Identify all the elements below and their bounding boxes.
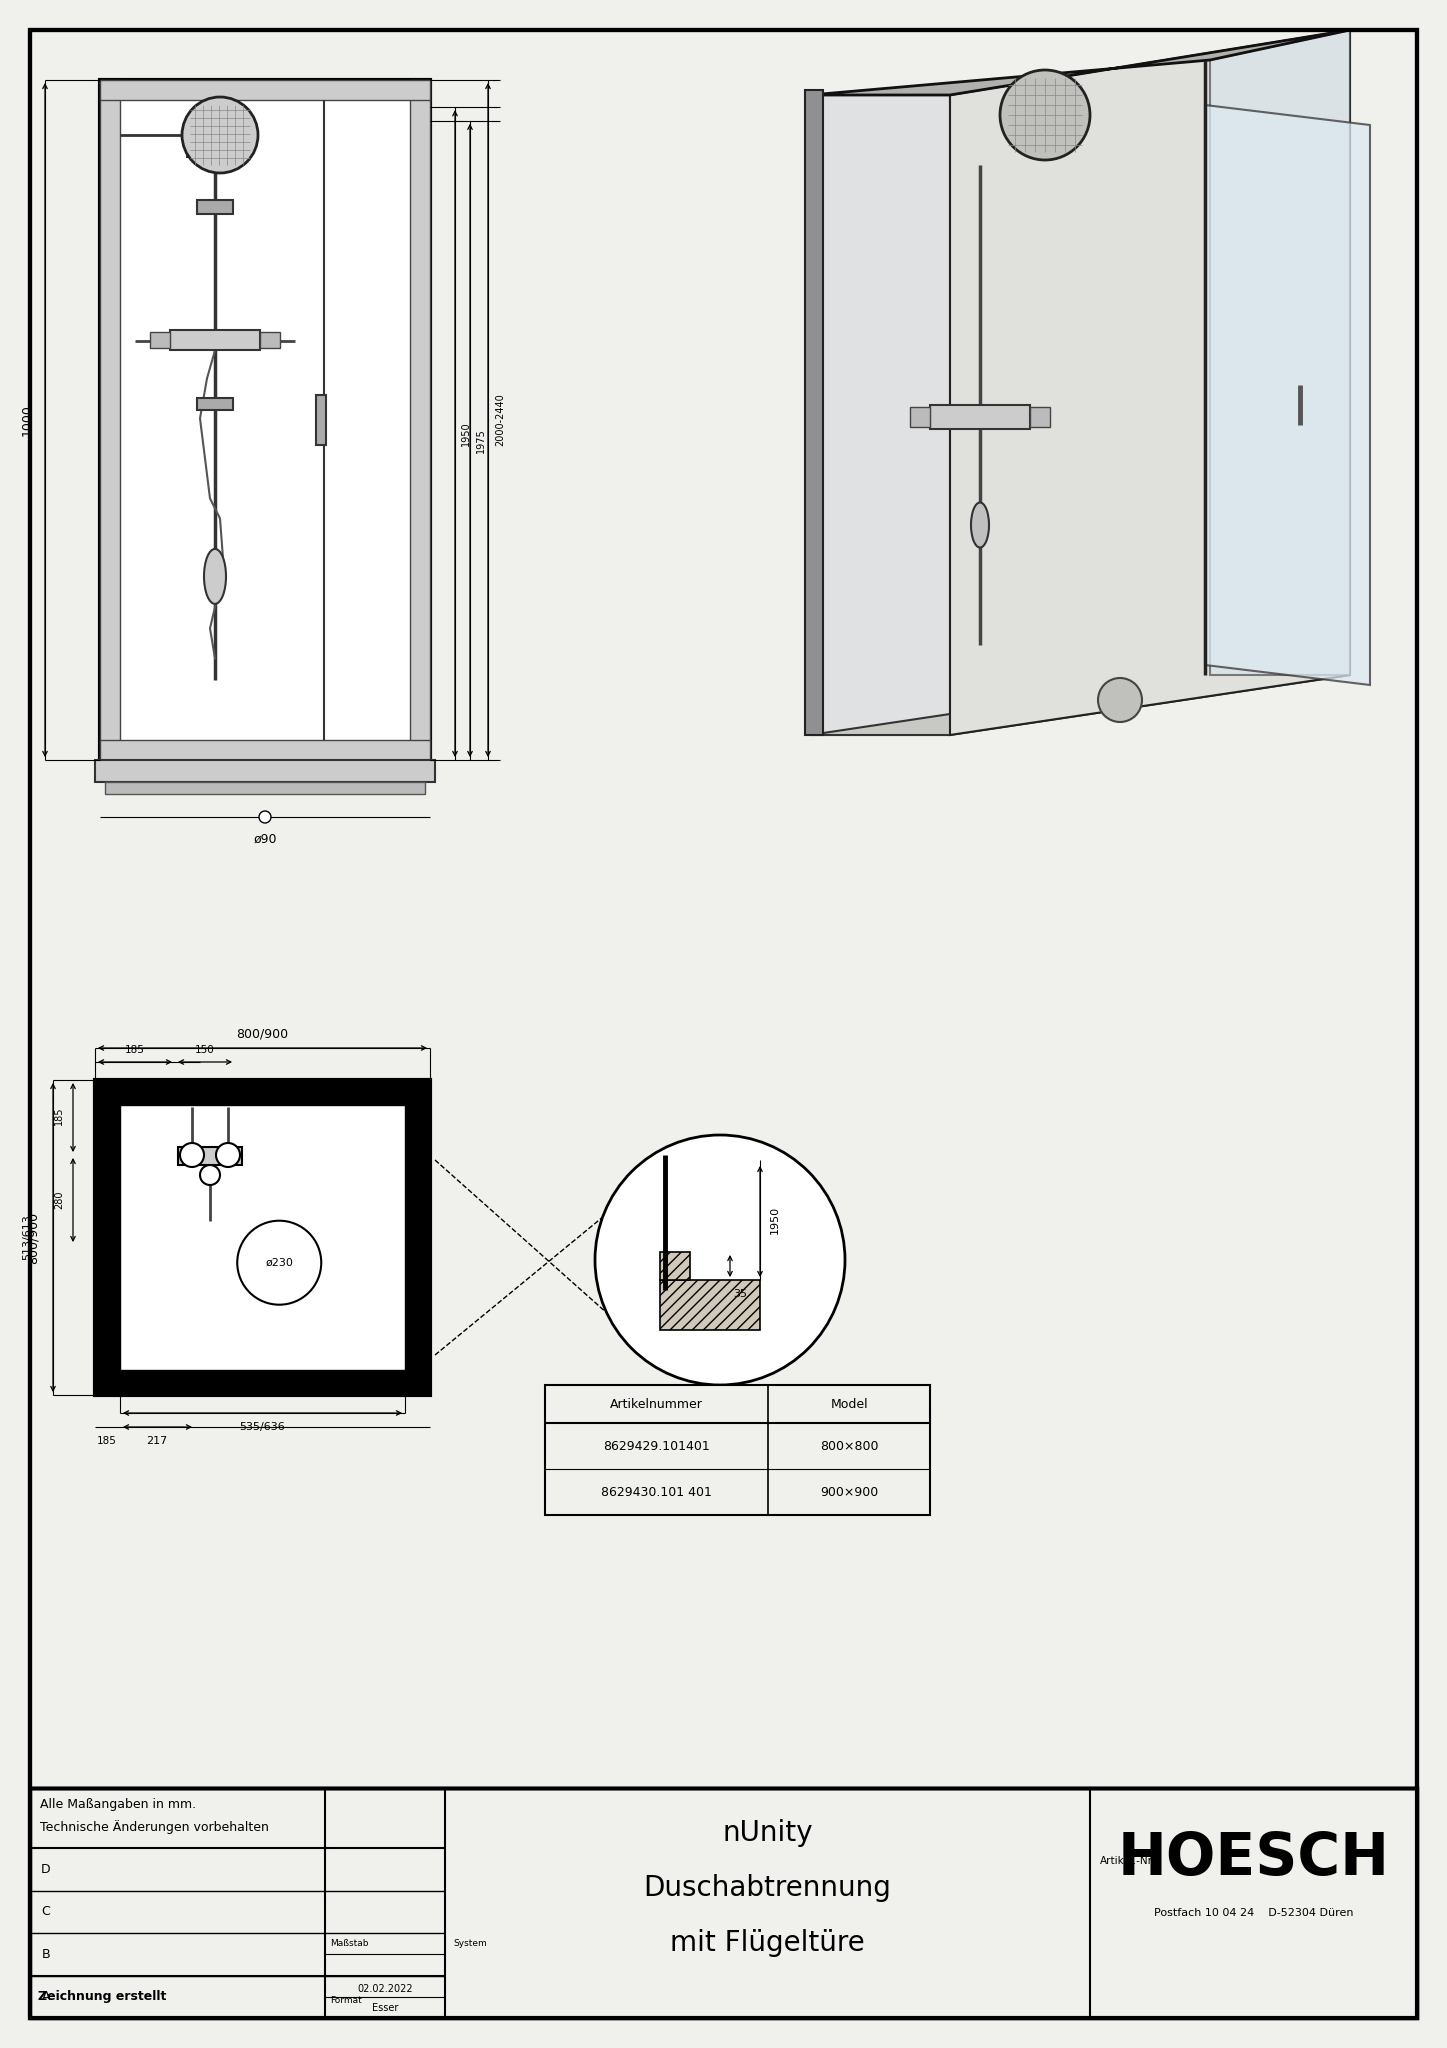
Text: B: B <box>42 1948 51 1960</box>
Text: System: System <box>453 1939 486 1948</box>
Bar <box>120 100 410 739</box>
Bar <box>410 80 430 760</box>
Text: 185: 185 <box>124 1044 145 1055</box>
Bar <box>96 1079 430 1395</box>
Text: ø230: ø230 <box>265 1257 294 1268</box>
Bar <box>96 1079 120 1395</box>
Bar <box>197 399 233 410</box>
Circle shape <box>1098 678 1142 723</box>
Text: Technische Änderungen vorbehalten: Technische Änderungen vorbehalten <box>41 1821 269 1833</box>
Text: Postfach 10 04 24    D-52304 Düren: Postfach 10 04 24 D-52304 Düren <box>1153 1909 1353 1919</box>
Text: 150: 150 <box>195 1044 214 1055</box>
Text: 8629429.101401: 8629429.101401 <box>603 1440 710 1452</box>
Text: 800×800: 800×800 <box>820 1440 878 1452</box>
Ellipse shape <box>971 502 988 547</box>
Bar <box>187 145 243 158</box>
Bar <box>317 395 327 444</box>
Bar <box>169 330 260 350</box>
Bar <box>405 1106 430 1395</box>
Text: 8629430.101 401: 8629430.101 401 <box>601 1485 712 1499</box>
Polygon shape <box>1205 104 1370 684</box>
Bar <box>546 1384 930 1516</box>
Circle shape <box>1000 70 1090 160</box>
Text: mit Flügeltüre: mit Flügeltüre <box>670 1929 865 1958</box>
Text: nUnity: nUnity <box>722 1819 813 1847</box>
Ellipse shape <box>204 549 226 604</box>
Circle shape <box>179 1143 204 1167</box>
Text: 35: 35 <box>734 1288 747 1298</box>
Bar <box>260 332 281 348</box>
Bar <box>660 1280 760 1329</box>
Bar <box>1030 408 1051 426</box>
Text: 2000-2440: 2000-2440 <box>495 393 505 446</box>
Bar <box>910 408 930 426</box>
Bar <box>96 760 436 782</box>
Text: Maßstab: Maßstab <box>330 1939 369 1948</box>
Text: 280: 280 <box>54 1190 64 1208</box>
Text: 185: 185 <box>97 1436 117 1446</box>
Bar <box>805 90 823 735</box>
Text: 185: 185 <box>54 1106 64 1124</box>
Text: 1000: 1000 <box>20 403 33 436</box>
Text: Duschabtrennung: Duschabtrennung <box>644 1874 891 1903</box>
Circle shape <box>259 811 271 823</box>
Polygon shape <box>951 31 1350 735</box>
Text: 513/613: 513/613 <box>22 1214 32 1260</box>
Bar <box>100 80 430 100</box>
Bar <box>660 1251 690 1280</box>
Text: D: D <box>41 1864 51 1876</box>
Text: 800/900: 800/900 <box>236 1028 288 1040</box>
Bar <box>120 1106 405 1370</box>
Circle shape <box>182 96 258 172</box>
Text: 900×900: 900×900 <box>820 1485 878 1499</box>
Bar <box>100 739 430 760</box>
Text: Esser: Esser <box>372 2003 398 2013</box>
Text: Artikel.-Nr.: Artikel.-Nr. <box>1100 1855 1155 1866</box>
Polygon shape <box>810 31 1350 94</box>
Bar <box>150 332 169 348</box>
Bar <box>30 1788 1417 2017</box>
Bar <box>106 782 425 795</box>
Text: 535/636: 535/636 <box>240 1421 285 1432</box>
Polygon shape <box>1210 31 1350 676</box>
Text: 217: 217 <box>146 1436 168 1446</box>
Bar <box>178 1147 242 1165</box>
Bar <box>930 406 1030 428</box>
Circle shape <box>237 1221 321 1305</box>
Bar <box>100 80 430 760</box>
Text: Zeichnung erstellt: Zeichnung erstellt <box>38 1991 166 2003</box>
Circle shape <box>216 1143 240 1167</box>
Circle shape <box>595 1135 845 1384</box>
Circle shape <box>200 1165 220 1186</box>
Text: 800/900: 800/900 <box>26 1212 39 1264</box>
Text: 1950: 1950 <box>770 1206 780 1235</box>
Bar <box>96 1079 430 1106</box>
Text: Artikelnummer: Artikelnummer <box>611 1397 703 1411</box>
Bar <box>197 201 233 213</box>
Text: 02.02.2022: 02.02.2022 <box>357 1985 412 1993</box>
Text: 1950: 1950 <box>462 422 472 446</box>
Text: A: A <box>42 1991 51 2003</box>
Text: Model: Model <box>831 1397 868 1411</box>
Polygon shape <box>810 94 951 735</box>
Bar <box>100 80 120 760</box>
Bar <box>120 1370 430 1395</box>
Polygon shape <box>810 676 1350 735</box>
Text: ø90: ø90 <box>253 831 276 846</box>
Text: Alle Maßangaben in mm.: Alle Maßangaben in mm. <box>41 1798 197 1810</box>
Text: 1975: 1975 <box>476 428 486 453</box>
Text: C: C <box>42 1905 51 1919</box>
Text: Format: Format <box>330 1997 362 2005</box>
Text: HOESCH: HOESCH <box>1117 1829 1389 1886</box>
